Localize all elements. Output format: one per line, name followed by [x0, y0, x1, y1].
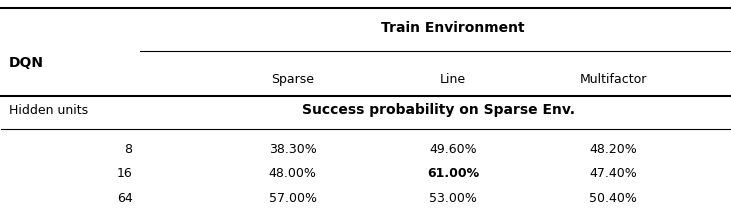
Text: 38.30%: 38.30% [269, 142, 317, 156]
Text: 64: 64 [117, 192, 132, 205]
Text: Train Environment: Train Environment [381, 21, 525, 35]
Text: Hidden units: Hidden units [9, 104, 88, 117]
Text: 16: 16 [117, 167, 132, 180]
Text: Line: Line [440, 73, 466, 86]
Text: Success probability on Sparse Env.: Success probability on Sparse Env. [302, 103, 575, 117]
Text: 48.00%: 48.00% [269, 167, 317, 180]
Text: Multifactor: Multifactor [580, 73, 647, 86]
Text: DQN: DQN [9, 56, 44, 70]
Text: Sparse: Sparse [271, 73, 314, 86]
Text: 61.00%: 61.00% [427, 167, 479, 180]
Text: 8: 8 [124, 142, 132, 156]
Text: 53.00%: 53.00% [429, 192, 477, 205]
Text: 50.40%: 50.40% [589, 192, 637, 205]
Text: 49.60%: 49.60% [429, 142, 477, 156]
Text: 47.40%: 47.40% [589, 167, 637, 180]
Text: 57.00%: 57.00% [269, 192, 317, 205]
Text: 48.20%: 48.20% [589, 142, 637, 156]
